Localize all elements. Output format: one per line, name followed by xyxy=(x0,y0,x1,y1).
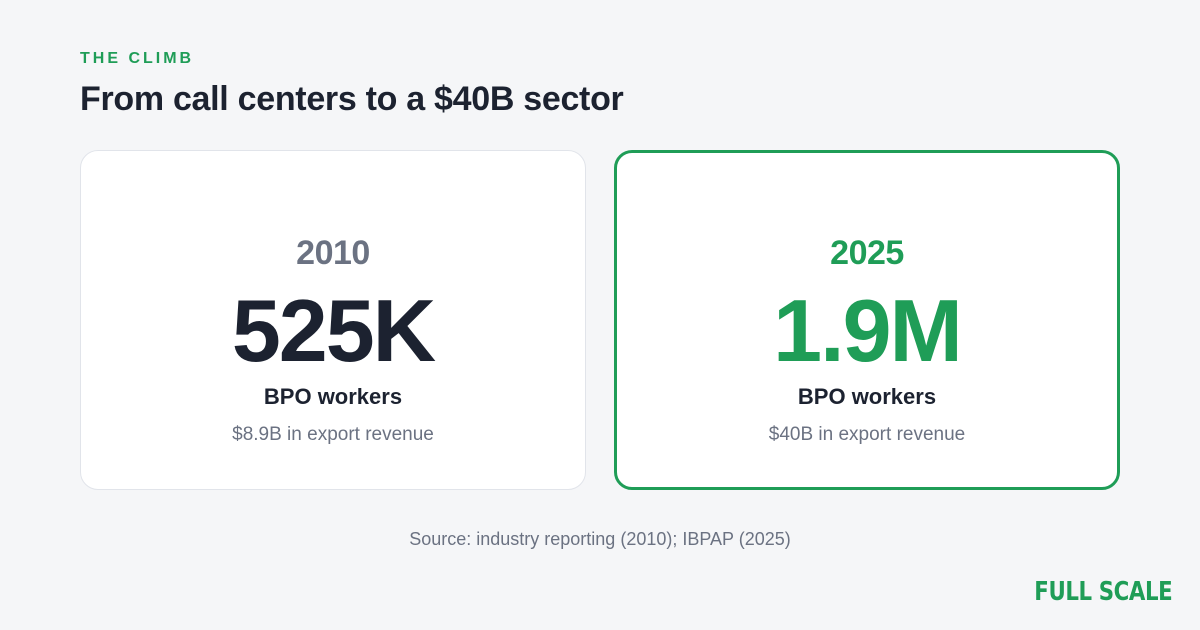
stat-revenue: $40B in export revenue xyxy=(768,424,966,445)
stat-value: 1.9M xyxy=(773,281,963,380)
source-note: Source: industry reporting (2010); IBPAP… xyxy=(409,529,791,549)
stat-card-2025: 2025 1.9M BPO workers $40B in export rev… xyxy=(614,150,1120,490)
page-title: From call centers to a $40B sector xyxy=(80,80,624,118)
stat-label: BPO workers xyxy=(263,384,403,409)
stat-card-2010: 2010 525K BPO workers $8.9B in export re… xyxy=(80,150,586,490)
stat-year: 2025 xyxy=(830,234,904,272)
stat-label: BPO workers xyxy=(797,384,937,409)
brand-logo: FULL SCALE xyxy=(1033,577,1172,607)
stat-year: 2010 xyxy=(296,234,370,272)
stat-value: 525K xyxy=(231,281,436,380)
stat-revenue: $8.9B in export revenue xyxy=(232,424,434,445)
eyebrow-label: THE CLIMB xyxy=(80,50,195,67)
